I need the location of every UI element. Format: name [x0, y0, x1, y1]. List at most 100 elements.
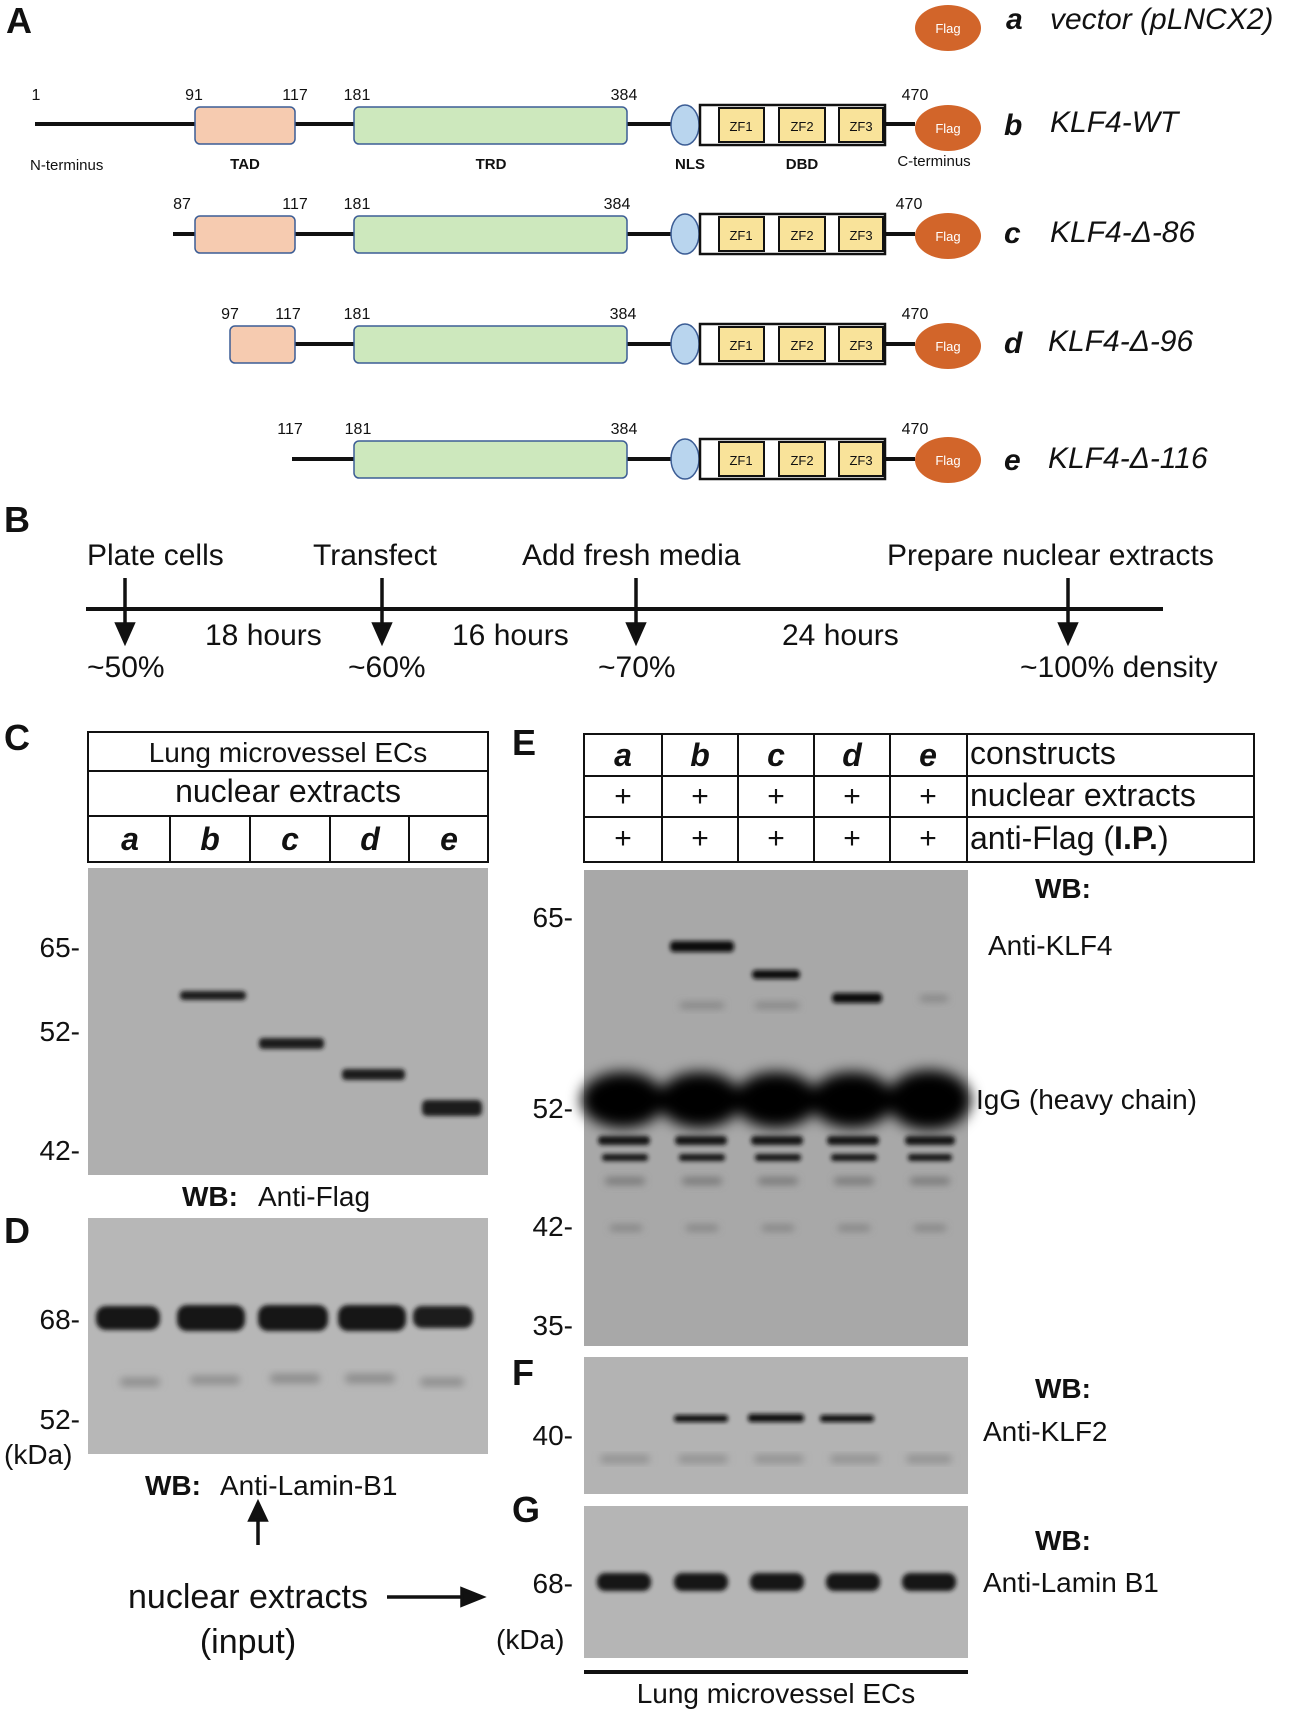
construct-d-letter: d: [1004, 327, 1023, 360]
plus-sign: +: [767, 822, 785, 855]
residue-tad-end: 117: [282, 196, 308, 213]
construct-b-letter: b: [1004, 109, 1022, 142]
plus-sign: +: [691, 780, 709, 813]
panel-c-header-table: [87, 731, 489, 863]
trd-label: TRD: [476, 156, 507, 173]
tad-domain: [194, 106, 296, 145]
panel-a-letter: A: [6, 0, 32, 41]
construct-b-name: KLF4-WT: [1050, 106, 1181, 139]
panel-f-marker-40: 40-: [533, 1420, 573, 1451]
flag-tag-shape: [915, 323, 981, 369]
residue-trd-start: 181: [345, 421, 372, 438]
residue-trd-end: 384: [611, 421, 638, 438]
blot-anti-flag: [88, 868, 488, 1175]
panel-e-row-constructs: constructs: [970, 735, 1116, 771]
zf2-box: [778, 326, 826, 362]
panel-e-letter: E: [512, 722, 536, 763]
panel-c-nuclear-extracts: nuclear extracts: [175, 773, 401, 809]
panel-e-marker-52: 52-: [533, 1093, 573, 1124]
residue-start: 117: [277, 421, 303, 438]
construct-e: ZF1 ZF2 ZF3 Flag 117 181 384 470 e KLF4-…: [277, 421, 1208, 483]
zf1-box: [718, 326, 765, 362]
band-lane-d: [342, 1069, 405, 1080]
zf2-label: ZF2: [790, 119, 813, 134]
flag-tag-label: Flag: [935, 21, 960, 36]
panel-c-marker-52: 52-: [40, 1016, 80, 1047]
band-lane-e: [422, 1100, 482, 1116]
panel-g-wb-prefix: WB:: [1035, 1525, 1091, 1556]
panel-c-lane-b: b: [200, 821, 220, 857]
residue-end: 470: [902, 87, 929, 104]
residue-tad-start: 91: [185, 87, 203, 104]
interval-18h: 18 hours: [205, 619, 322, 652]
panel-e-row-ip-suffix: ): [1158, 820, 1169, 856]
construct-b: ZF1 ZF2 ZF3 Flag 1 91 117 181 384 470 N-…: [30, 87, 1181, 174]
trd-domain: [353, 215, 628, 254]
trd-domain: [353, 106, 628, 145]
step-add-media: Add fresh media: [522, 539, 741, 572]
plus-sign: +: [614, 822, 632, 855]
panel-c-marker-42: 42-: [40, 1135, 80, 1166]
nls-domain: [670, 323, 700, 365]
construct-d-name: KLF4-Δ-96: [1048, 325, 1193, 358]
flag-tag-label: Flag: [935, 229, 960, 244]
zf3-box: [838, 441, 884, 477]
zf2-label: ZF2: [790, 228, 813, 243]
interval-24h: 24 hours: [782, 619, 899, 652]
zf3-box: [838, 107, 884, 143]
band-klf2-lane-b: [674, 1415, 728, 1422]
flag-tag-shape: [915, 213, 981, 259]
blot-anti-lamin-b1-g: [584, 1506, 968, 1658]
residue-start: 1: [32, 87, 41, 104]
zf1-label: ZF1: [729, 453, 752, 468]
panel-c-wb-label: Anti-Flag: [258, 1181, 370, 1212]
panel-g-marker-68: 68-: [533, 1568, 573, 1599]
band-lane-e: [413, 1306, 473, 1328]
construct-d: ZF1 ZF2 ZF3 Flag 97 117 181 384 470 d KL…: [221, 306, 1193, 369]
construct-e-letter: e: [1004, 444, 1021, 477]
panel-g-letter: G: [512, 1489, 540, 1530]
band-lane-c: [259, 1038, 324, 1049]
zf3-box: [838, 216, 884, 252]
zf2-label: ZF2: [790, 453, 813, 468]
zf2-box: [778, 441, 826, 477]
tad-label: TAD: [230, 156, 260, 173]
band-klf4-lane-b: [670, 941, 734, 952]
flag-tag-label: Flag: [935, 339, 960, 354]
construct-a: Flag a vector (pLNCX2): [915, 3, 1273, 51]
residue-trd-end: 384: [604, 196, 631, 213]
panel-e-row-nuclear: nuclear extracts: [970, 777, 1196, 813]
panel-e-header-table: [583, 733, 1255, 863]
plus-sign: +: [691, 822, 709, 855]
trd-domain: [353, 325, 628, 364]
zf3-label: ZF3: [849, 338, 872, 353]
panel-d-unit: (kDa): [4, 1439, 72, 1470]
interval-16h: 16 hours: [452, 619, 569, 652]
panel-c-lane-d: d: [360, 821, 381, 857]
flag-tag-shape: [915, 105, 981, 151]
panel-c-lane-a: a: [121, 821, 139, 857]
plus-sign: +: [919, 780, 937, 813]
panel-e-lane-c: c: [767, 737, 785, 773]
band-lane-d: [338, 1305, 406, 1331]
zf3-label: ZF3: [849, 228, 872, 243]
panel-e-lane-d: d: [842, 737, 863, 773]
zf2-label: ZF2: [790, 338, 813, 353]
dbd-label: DBD: [786, 156, 819, 173]
construct-e-name: KLF4-Δ-116: [1048, 442, 1208, 475]
plus-sign: +: [843, 822, 861, 855]
density-70: ~70%: [598, 651, 676, 684]
band-lamin-lane-c: [750, 1573, 804, 1591]
zf3-box: [838, 326, 884, 362]
flag-tag-label: Flag: [935, 121, 960, 136]
panel-e-marker-35: 35-: [533, 1310, 573, 1341]
c-terminus-label: C-terminus: [897, 153, 970, 170]
nls-domain: [670, 213, 700, 255]
panel-e-lane-e: e: [919, 737, 937, 773]
panel-b-letter: B: [4, 499, 30, 540]
residue-tad-end: 117: [282, 87, 308, 104]
nls-domain: [670, 438, 700, 480]
panel-e-plus-signs: + + + + + + + + + +: [614, 780, 937, 855]
zf1-box: [718, 107, 765, 143]
